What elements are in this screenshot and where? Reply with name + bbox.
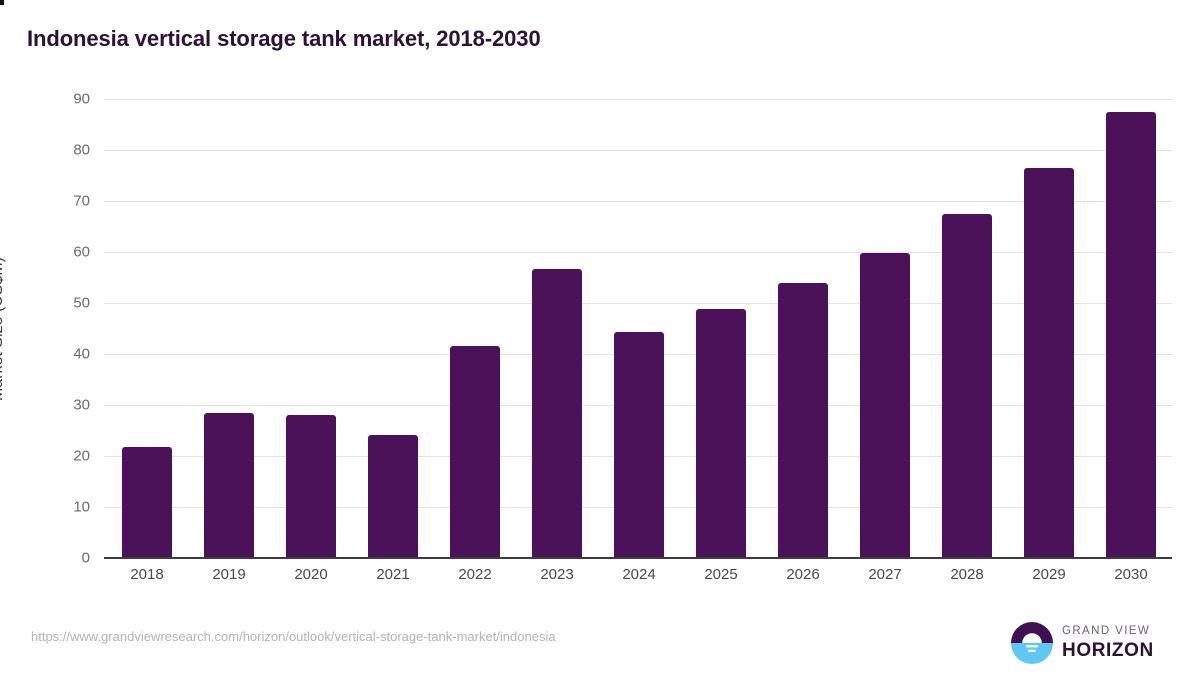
y-axis-tick-label: 20 — [73, 447, 90, 465]
bar[interactable] — [204, 413, 254, 558]
x-axis-tick-label: 2030 — [1114, 566, 1148, 583]
y-axis-tick-label: 0 — [81, 549, 90, 567]
x-axis-tick-label: 2029 — [1032, 566, 1066, 583]
y-axis-tick-label: 90 — [73, 90, 90, 108]
x-axis-tick-label: 2023 — [540, 566, 574, 583]
x-axis-tick-label: 2027 — [868, 566, 902, 583]
bar[interactable] — [614, 332, 664, 558]
gridline — [104, 150, 1172, 151]
grand-view-horizon-logo-icon — [1011, 622, 1053, 664]
logo-line-grand-view: GRAND VIEW — [1062, 624, 1151, 637]
x-axis-tick-label: 2022 — [458, 566, 492, 583]
bar[interactable] — [696, 309, 746, 558]
page-title: Indonesia vertical storage tank market, … — [27, 26, 541, 51]
y-axis-tick-label: 60 — [73, 243, 90, 261]
x-axis-tick-label: 2021 — [376, 566, 410, 583]
y-axis-tick-label: 40 — [73, 345, 90, 363]
gridline — [104, 201, 1172, 202]
y-axis-tick-label: 30 — [73, 396, 90, 414]
gridline — [104, 99, 1172, 100]
y-axis-tick-label: 10 — [73, 498, 90, 516]
x-axis-tick-label: 2018 — [130, 566, 164, 583]
x-axis-tick-label: 2026 — [786, 566, 820, 583]
bar[interactable] — [368, 435, 418, 558]
x-axis-tick-label: 2019 — [212, 566, 246, 583]
bar[interactable] — [942, 214, 992, 558]
source-url[interactable]: https://www.grandviewresearch.com/horizo… — [31, 629, 556, 644]
y-axis-tick-label: 50 — [73, 294, 90, 312]
gridline — [104, 303, 1172, 304]
bar[interactable] — [1106, 112, 1156, 558]
corner-artifact — [0, 0, 4, 5]
x-axis-tick-label: 2025 — [704, 566, 738, 583]
bar[interactable] — [778, 283, 828, 558]
y-axis-tick-label: 80 — [73, 141, 90, 159]
bar[interactable] — [122, 447, 172, 558]
y-axis-tick-label: 70 — [73, 192, 90, 210]
logo-wordmark: GRAND VIEW HORIZON — [1062, 624, 1154, 662]
brand-logo[interactable]: GRAND VIEW HORIZON — [1011, 622, 1154, 664]
x-axis-tick-label: 2024 — [622, 566, 656, 583]
bar[interactable] — [532, 269, 582, 558]
bar[interactable] — [860, 252, 910, 558]
y-axis-title: Market Size (US$M) — [0, 256, 6, 402]
logo-line-horizon: HORIZON — [1062, 640, 1154, 662]
bar[interactable] — [450, 345, 500, 558]
plot-area — [104, 99, 1172, 558]
x-axis-line — [104, 557, 1172, 559]
bar[interactable] — [286, 415, 336, 558]
gridline — [104, 252, 1172, 253]
x-axis-tick-label: 2020 — [294, 566, 328, 583]
bar[interactable] — [1024, 168, 1074, 558]
x-axis-tick-label: 2028 — [950, 566, 984, 583]
